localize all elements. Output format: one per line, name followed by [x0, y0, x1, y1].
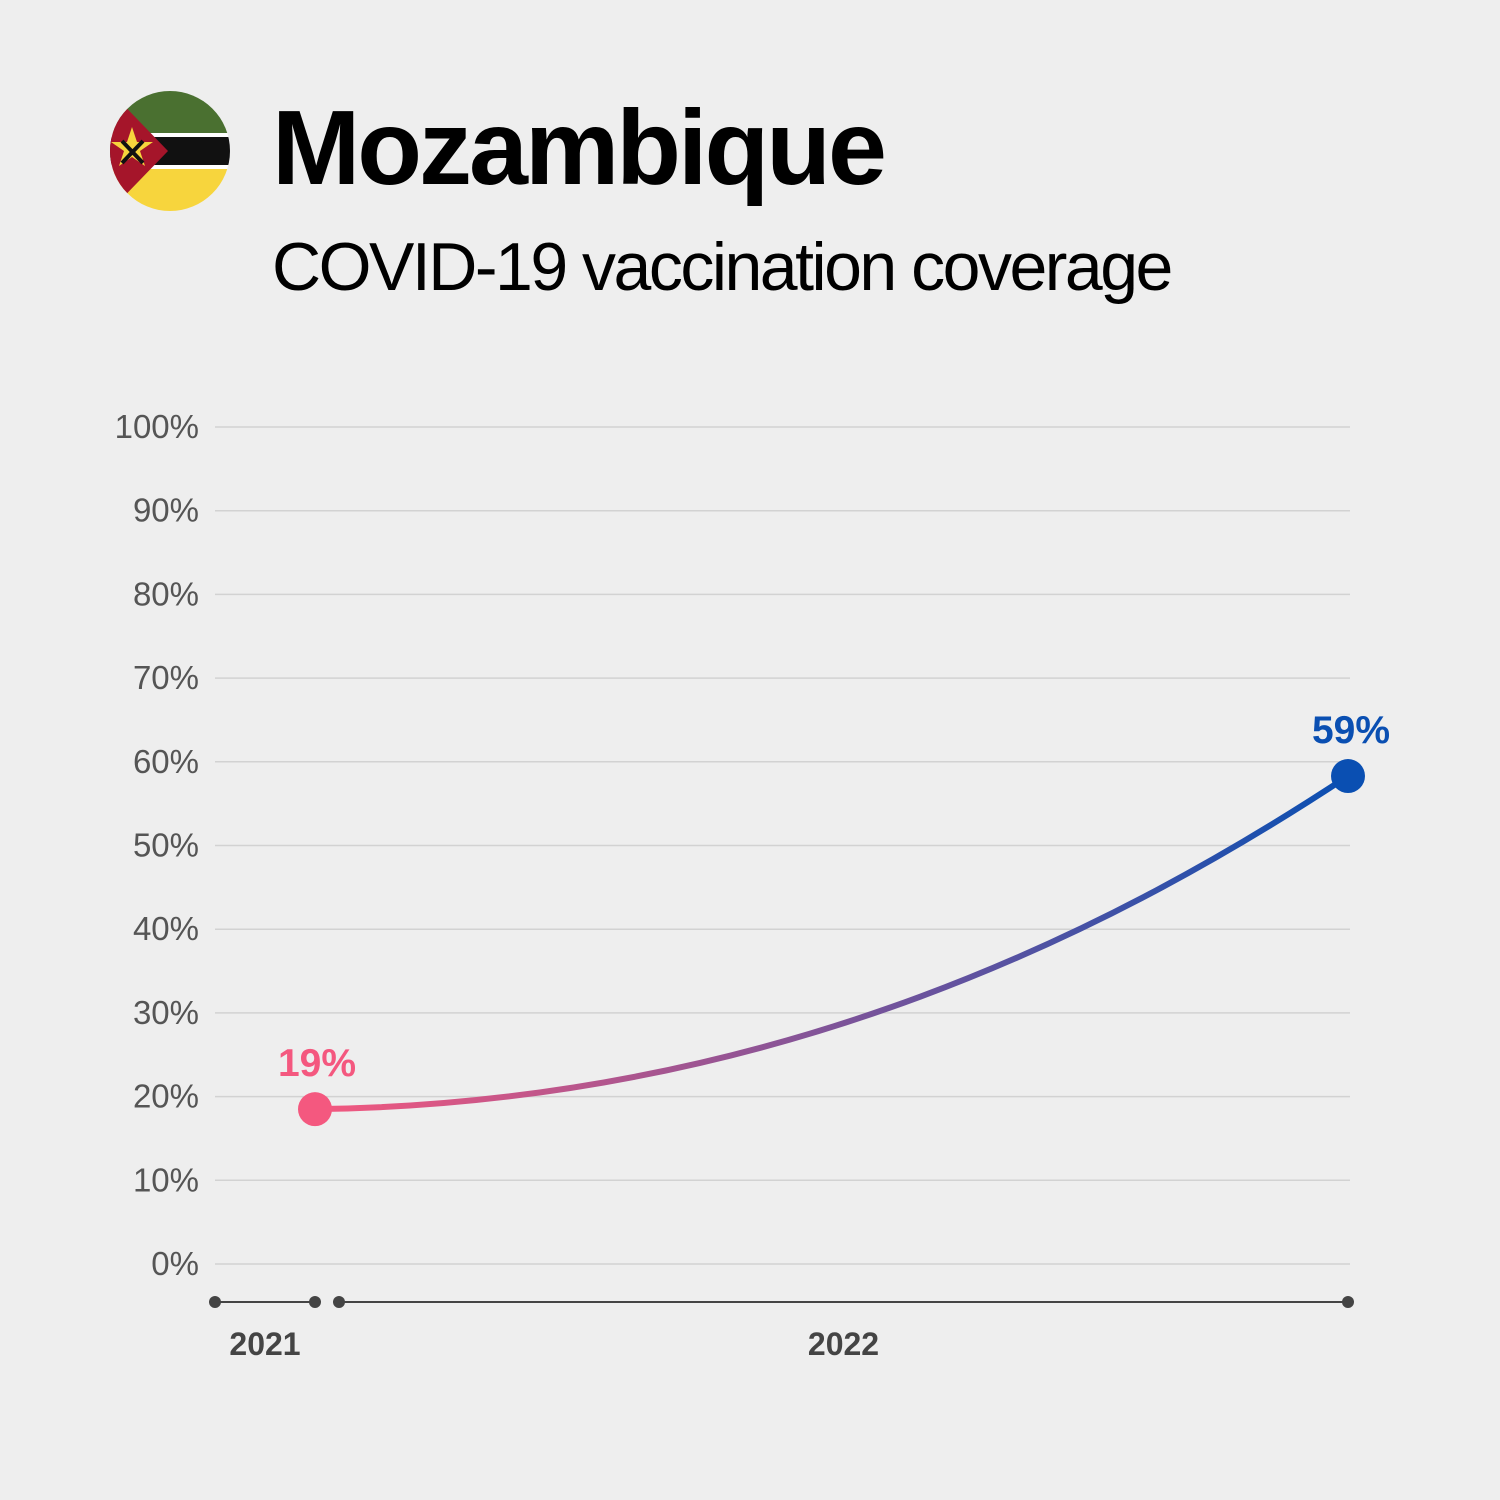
page-subtitle: COVID-19 vaccination coverage — [272, 229, 1173, 305]
x-axis-dot — [309, 1296, 321, 1308]
mozambique-flag-icon — [110, 91, 230, 211]
y-tick-label: 100% — [115, 408, 199, 445]
series-line — [312, 773, 1351, 1113]
y-tick-label: 50% — [133, 827, 199, 864]
x-tick-label: 2021 — [229, 1326, 300, 1362]
x-axis-dot — [209, 1296, 221, 1308]
x-axis-dot — [1342, 1296, 1354, 1308]
y-tick-label: 80% — [133, 575, 199, 612]
y-tick-label: 70% — [133, 659, 199, 696]
data-label: 19% — [278, 1042, 356, 1085]
y-tick-label: 0% — [151, 1245, 199, 1282]
y-tick-label: 10% — [133, 1161, 199, 1198]
y-tick-label: 60% — [133, 743, 199, 780]
y-tick-label: 40% — [133, 910, 199, 947]
x-axis-dot — [333, 1296, 345, 1308]
data-point — [298, 1092, 332, 1127]
y-tick-label: 90% — [133, 492, 199, 529]
data-label: 59% — [1312, 709, 1390, 752]
page-title: Mozambique — [272, 89, 887, 207]
y-tick-label: 20% — [133, 1078, 199, 1115]
x-tick-label: 2022 — [808, 1326, 879, 1362]
y-tick-label: 30% — [133, 994, 199, 1031]
data-point — [1331, 759, 1365, 794]
